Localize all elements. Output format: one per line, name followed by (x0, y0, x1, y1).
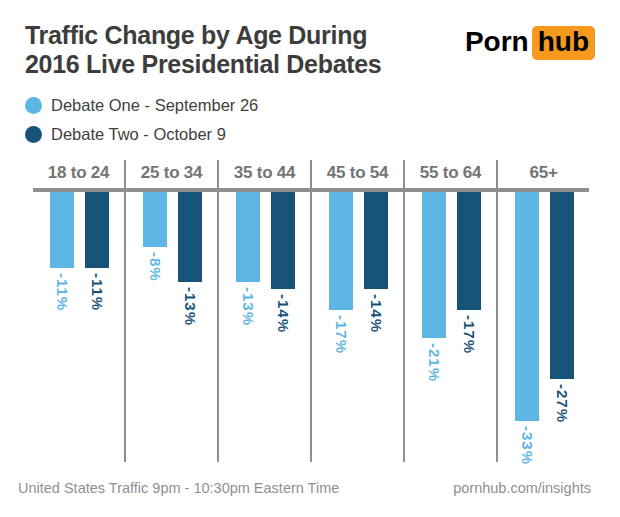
footer-source-note: United States Traffic 9pm - 10:30pm East… (18, 480, 339, 496)
bar-series-1 (515, 192, 539, 421)
bar-series-1 (329, 192, 353, 310)
bar-value-label: -21% (425, 343, 443, 382)
bar-series-2 (364, 192, 388, 289)
legend-label: Debate One - September 26 (51, 96, 258, 115)
bar-value-label: -13% (239, 287, 257, 326)
bar-value-label: -11% (88, 273, 106, 311)
bar-chart: 18 to 24 -11% -11% 25 to 34 -8% -13% 35 to 44 -… (33, 160, 589, 462)
bar-series-2 (457, 192, 481, 310)
bar-value-label: -27% (553, 384, 571, 423)
legend: Debate One - September 26 Debate Two - Oc… (25, 96, 258, 154)
legend-item-2: Debate Two - October 9 (25, 125, 258, 143)
bar-series-2 (271, 192, 295, 289)
chart-title-line1: Traffic Change by Age During (25, 21, 381, 50)
legend-swatch-icon (25, 97, 42, 114)
chart-groups: 18 to 24 -11% -11% 25 to 34 -8% -13% 35 to 44 -… (33, 160, 589, 462)
legend-swatch-icon (25, 126, 42, 143)
category-label: 65+ (498, 163, 589, 183)
category-label: 55 to 64 (405, 163, 496, 183)
chart-baseline (33, 188, 589, 192)
bar-value-label: -11% (53, 273, 71, 311)
category-label: 45 to 54 (312, 163, 403, 183)
bar-value-label: -8% (146, 252, 164, 282)
bar-value-label: -14% (367, 294, 385, 333)
bar-series-2 (178, 192, 202, 282)
bar-series-1 (422, 192, 446, 338)
bar-value-label: -17% (332, 315, 350, 354)
chart-title-line2: 2016 Live Presidential Debates (25, 50, 381, 79)
chart-title: Traffic Change by Age During 2016 Live P… (25, 21, 381, 80)
bar-group-18-to-24: 18 to 24 -11% -11% (33, 160, 126, 462)
bar-series-1 (50, 192, 74, 268)
bar-value-label: -14% (274, 294, 292, 333)
category-label: 25 to 34 (126, 163, 217, 183)
bar-group-55-to-64: 55 to 64 -21% -17% (405, 160, 498, 462)
bar-value-label: -17% (460, 315, 478, 354)
legend-item-1: Debate One - September 26 (25, 96, 258, 114)
category-label: 35 to 44 (219, 163, 310, 183)
logo-hub-badge: hub (532, 26, 595, 60)
bar-group-25-to-34: 25 to 34 -8% -13% (126, 160, 219, 462)
bar-value-label: -13% (181, 287, 199, 326)
bar-group-45-to-54: 45 to 54 -17% -14% (312, 160, 405, 462)
bar-series-2 (85, 192, 109, 268)
category-label: 18 to 24 (33, 163, 124, 183)
bar-group-65+: 65+ -33% -27% (498, 160, 589, 462)
bar-series-2 (550, 192, 574, 379)
logo-porn-text: Porn (465, 26, 529, 57)
bar-series-1 (236, 192, 260, 282)
pornhub-logo: Pornhub (465, 26, 595, 60)
footer-site-url: pornhub.com/insights (453, 480, 591, 496)
bar-group-35-to-44: 35 to 44 -13% -14% (219, 160, 312, 462)
legend-label: Debate Two - October 9 (51, 125, 226, 144)
bar-series-1 (143, 192, 167, 247)
bar-value-label: -33% (518, 426, 536, 465)
